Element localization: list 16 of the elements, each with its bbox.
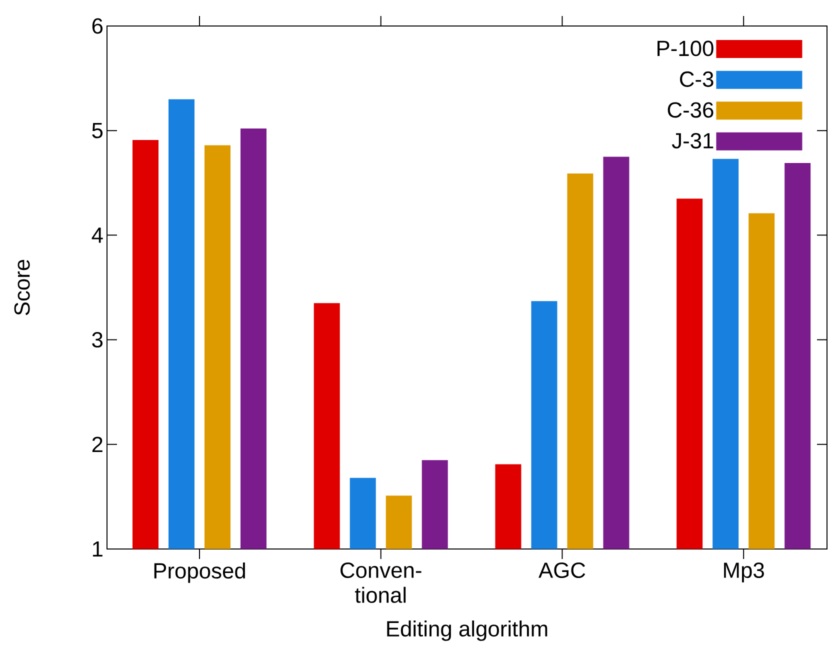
legend-label: P-100 [658,40,714,56]
x-tick-label: AGC [538,562,586,578]
y-tick-label: 3 [92,332,103,348]
y-axis-title: Score [14,260,30,316]
y-tick-label: 6 [92,18,103,34]
legend-label: J-31 [672,132,714,149]
x-tick-label: Proposed [154,562,245,583]
y-tick-label: 4 [92,228,103,243]
x-tick-label: Mp3 [724,562,764,582]
x-axis-title: Editing algorithm [387,620,548,641]
x-tick-label: Conven-tional [340,562,422,603]
legend-label: C-36 [668,102,714,118]
y-tick-label: 1 [92,541,102,557]
y-tick-label: 2 [92,436,102,452]
y-tick-label: 5 [92,122,103,138]
legend-label: C-3 [680,71,714,87]
